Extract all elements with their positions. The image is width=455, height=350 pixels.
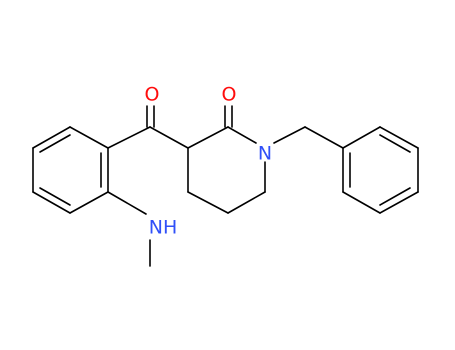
bonds	[32, 105, 419, 267]
atom-label: O	[145, 84, 160, 106]
atom-label: NH	[149, 217, 178, 239]
atom-label: O	[222, 84, 237, 106]
atom-label: N	[258, 143, 272, 165]
